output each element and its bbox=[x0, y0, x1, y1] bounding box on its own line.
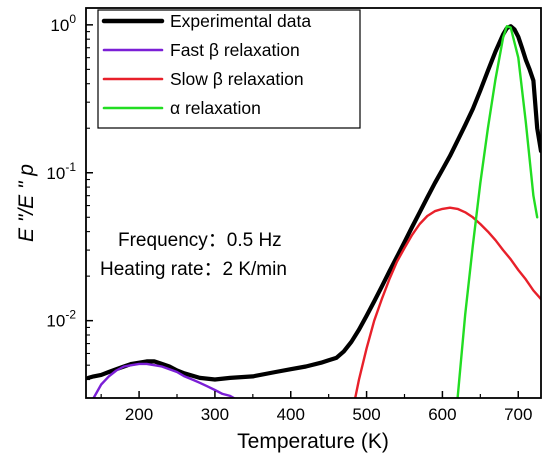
legend: Experimental data Fast β relaxation Slow β… bbox=[97, 9, 361, 129]
series-line-1 bbox=[92, 362, 236, 398]
annotation-heating-rate: Heating rate：2 K/min bbox=[100, 259, 287, 280]
legend-label-1: Fast β relaxation bbox=[170, 40, 300, 60]
annotation-frequency: Frequency：0.5 Hz bbox=[118, 230, 282, 251]
legend-label-0: Experimental data bbox=[170, 11, 311, 31]
x-tick-label-5: 700 bbox=[504, 405, 532, 424]
plot-frame bbox=[85, 7, 542, 399]
series-layer bbox=[86, 24, 541, 398]
y-tick-label-0: 10-2 bbox=[46, 308, 76, 331]
x-axis: 200 300 400 500 600 700 bbox=[100, 391, 532, 424]
y-tick-label-2: 100 bbox=[50, 12, 76, 35]
series-line-2 bbox=[354, 206, 541, 398]
y-axis-title: E "/E " p bbox=[15, 164, 38, 242]
y-tick-label-1: 10-1 bbox=[46, 160, 76, 183]
x-tick-label-4: 600 bbox=[428, 405, 456, 424]
x-tick-label-1: 300 bbox=[201, 405, 229, 424]
x-tick-label-0: 200 bbox=[125, 405, 153, 424]
x-tick-label-2: 400 bbox=[277, 405, 305, 424]
legend-label-3: α relaxation bbox=[170, 98, 261, 118]
series-line-3 bbox=[456, 25, 539, 398]
x-axis-title: Temperature (K) bbox=[237, 430, 389, 453]
x-tick-label-3: 500 bbox=[352, 405, 380, 424]
legend-label-2: Slow β relaxation bbox=[170, 69, 304, 89]
y-axis: 10-2 10-1 100 bbox=[46, 12, 93, 399]
